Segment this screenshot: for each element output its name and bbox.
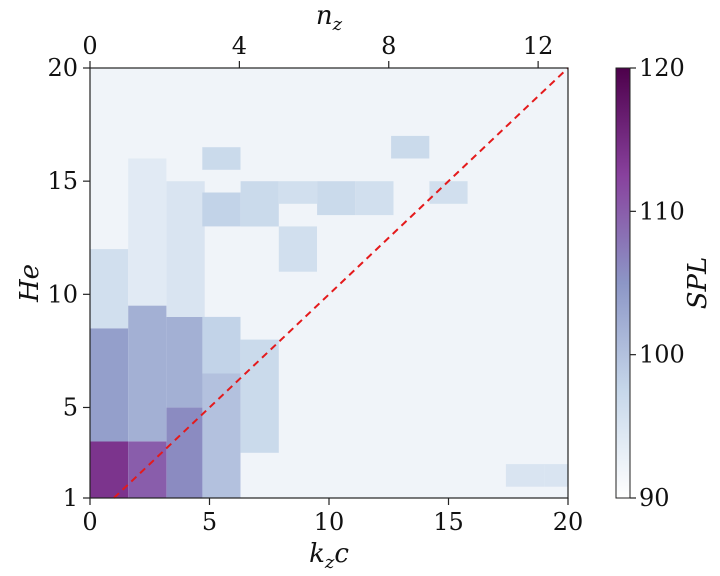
heatmap-cell — [240, 181, 279, 227]
heatmap-cell — [90, 328, 129, 442]
x-tick-label: 5 — [202, 508, 217, 536]
colorbar-ticks: 90 100 110 120 — [630, 54, 685, 512]
x-axis-ticks: 0 5 10 15 20 — [82, 498, 583, 536]
heatmap-cell — [391, 135, 430, 159]
heatmap-cell — [128, 305, 167, 442]
y-tick-label: 5 — [63, 393, 78, 421]
x-tick-label: 10 — [314, 508, 345, 536]
y-tick-label: 20 — [47, 54, 78, 82]
top-tick-label: 0 — [82, 32, 97, 60]
heatmap-cell — [166, 181, 205, 317]
heatmap-cell — [240, 339, 279, 453]
colorbar: 90 100 110 120 SPL — [615, 54, 713, 512]
colorbar-tick-label: 90 — [639, 484, 670, 512]
heatmap-cell — [202, 192, 241, 227]
heatmap-cell — [317, 181, 356, 216]
x-axis-label: kzc — [309, 539, 349, 573]
colorbar-gradient — [615, 67, 631, 499]
heatmap-cell — [128, 441, 167, 498]
x-tick-label: 15 — [433, 508, 464, 536]
heatmap-cell — [90, 249, 129, 329]
heatmap-cell — [202, 373, 241, 498]
y-tick-label: 15 — [47, 167, 78, 195]
top-tick-label: 4 — [232, 32, 247, 60]
plot-area — [89, 67, 569, 499]
colorbar-label: SPL — [683, 257, 713, 310]
y-axis-label: He — [15, 264, 45, 303]
heatmap-cell — [166, 407, 205, 498]
heatmap-cell — [544, 464, 568, 487]
colorbar-tick-label: 120 — [639, 54, 685, 82]
x-tick-label: 20 — [553, 508, 584, 536]
heatmap-cell — [278, 226, 317, 272]
y-tick-label: 10 — [47, 280, 78, 308]
heatmap-cell — [90, 441, 129, 498]
heatmap-cell — [202, 147, 241, 170]
top-axis-ticks: 0 4 8 12 — [82, 32, 553, 68]
top-axis-label: nz — [316, 1, 343, 35]
heatmap-cell — [505, 464, 545, 487]
top-tick-label: 12 — [523, 32, 554, 60]
colorbar-tick-label: 110 — [639, 197, 685, 225]
top-tick-label: 8 — [381, 32, 396, 60]
colorbar-tick-label: 100 — [639, 341, 685, 369]
heatmap-cell — [128, 158, 167, 306]
heatmap-cell — [202, 316, 241, 374]
heatmap-cell — [355, 181, 394, 216]
x-tick-label: 0 — [82, 508, 97, 536]
heatmap-cell — [429, 181, 468, 204]
reference-diagonal-line — [113, 67, 569, 499]
y-tick-label: 1 — [63, 484, 78, 512]
heatmap-cell — [166, 316, 205, 408]
heatmap-cells — [90, 135, 568, 498]
heatmap-cell — [278, 181, 317, 204]
